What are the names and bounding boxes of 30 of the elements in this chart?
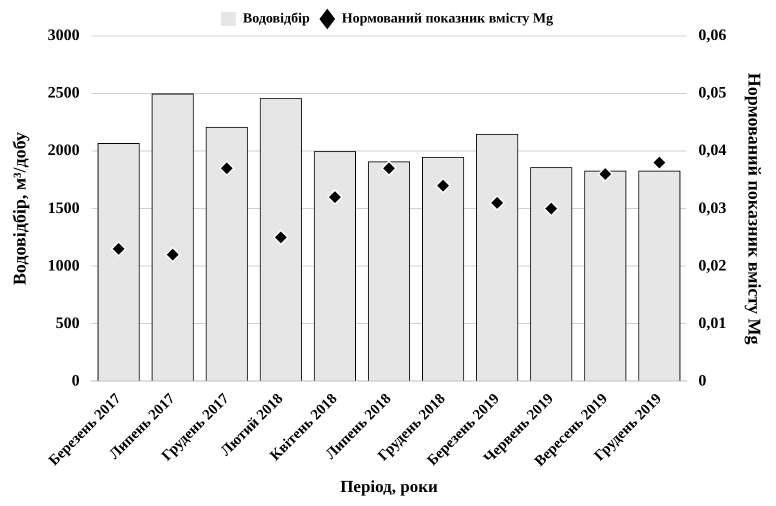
point bbox=[652, 154, 668, 170]
y-tick-label: 500 bbox=[56, 314, 80, 332]
y-tick-label: 3000 bbox=[48, 27, 80, 44]
y2-tick-label: 0,01 bbox=[698, 314, 726, 332]
point bbox=[273, 230, 289, 246]
y2-tick-label: 0 bbox=[698, 372, 706, 390]
point bbox=[219, 160, 235, 176]
y-tick-label: 2500 bbox=[48, 84, 80, 102]
point bbox=[435, 178, 451, 194]
point bbox=[381, 160, 397, 176]
y2-tick-label: 0,03 bbox=[698, 200, 726, 217]
y-tick-label: 2000 bbox=[48, 142, 80, 160]
point bbox=[164, 246, 180, 262]
legend-label: Нормований показник вмісту Mg bbox=[342, 12, 554, 27]
point bbox=[327, 189, 343, 205]
y2-tick-label: 0,04 bbox=[698, 142, 726, 160]
point bbox=[543, 200, 559, 216]
y-tick-label: 1500 bbox=[48, 200, 80, 217]
y2-tick-label: 0,06 bbox=[698, 27, 726, 44]
point bbox=[598, 166, 614, 182]
legend-label: Водовідбір bbox=[242, 12, 310, 27]
point bbox=[110, 241, 126, 257]
point bbox=[489, 195, 505, 211]
x-axis-title: Період, роки bbox=[340, 477, 438, 496]
y2-tick-label: 0,05 bbox=[698, 84, 726, 102]
y-axis-title: Водовідбір, м³/добу bbox=[9, 132, 30, 286]
y-tick-label: 1000 bbox=[48, 257, 80, 274]
y-tick-label: 0 bbox=[72, 372, 80, 390]
y2-tick-label: 0,02 bbox=[698, 257, 726, 274]
y2-axis-title: Нормований показник вмісту Mg bbox=[744, 72, 765, 344]
